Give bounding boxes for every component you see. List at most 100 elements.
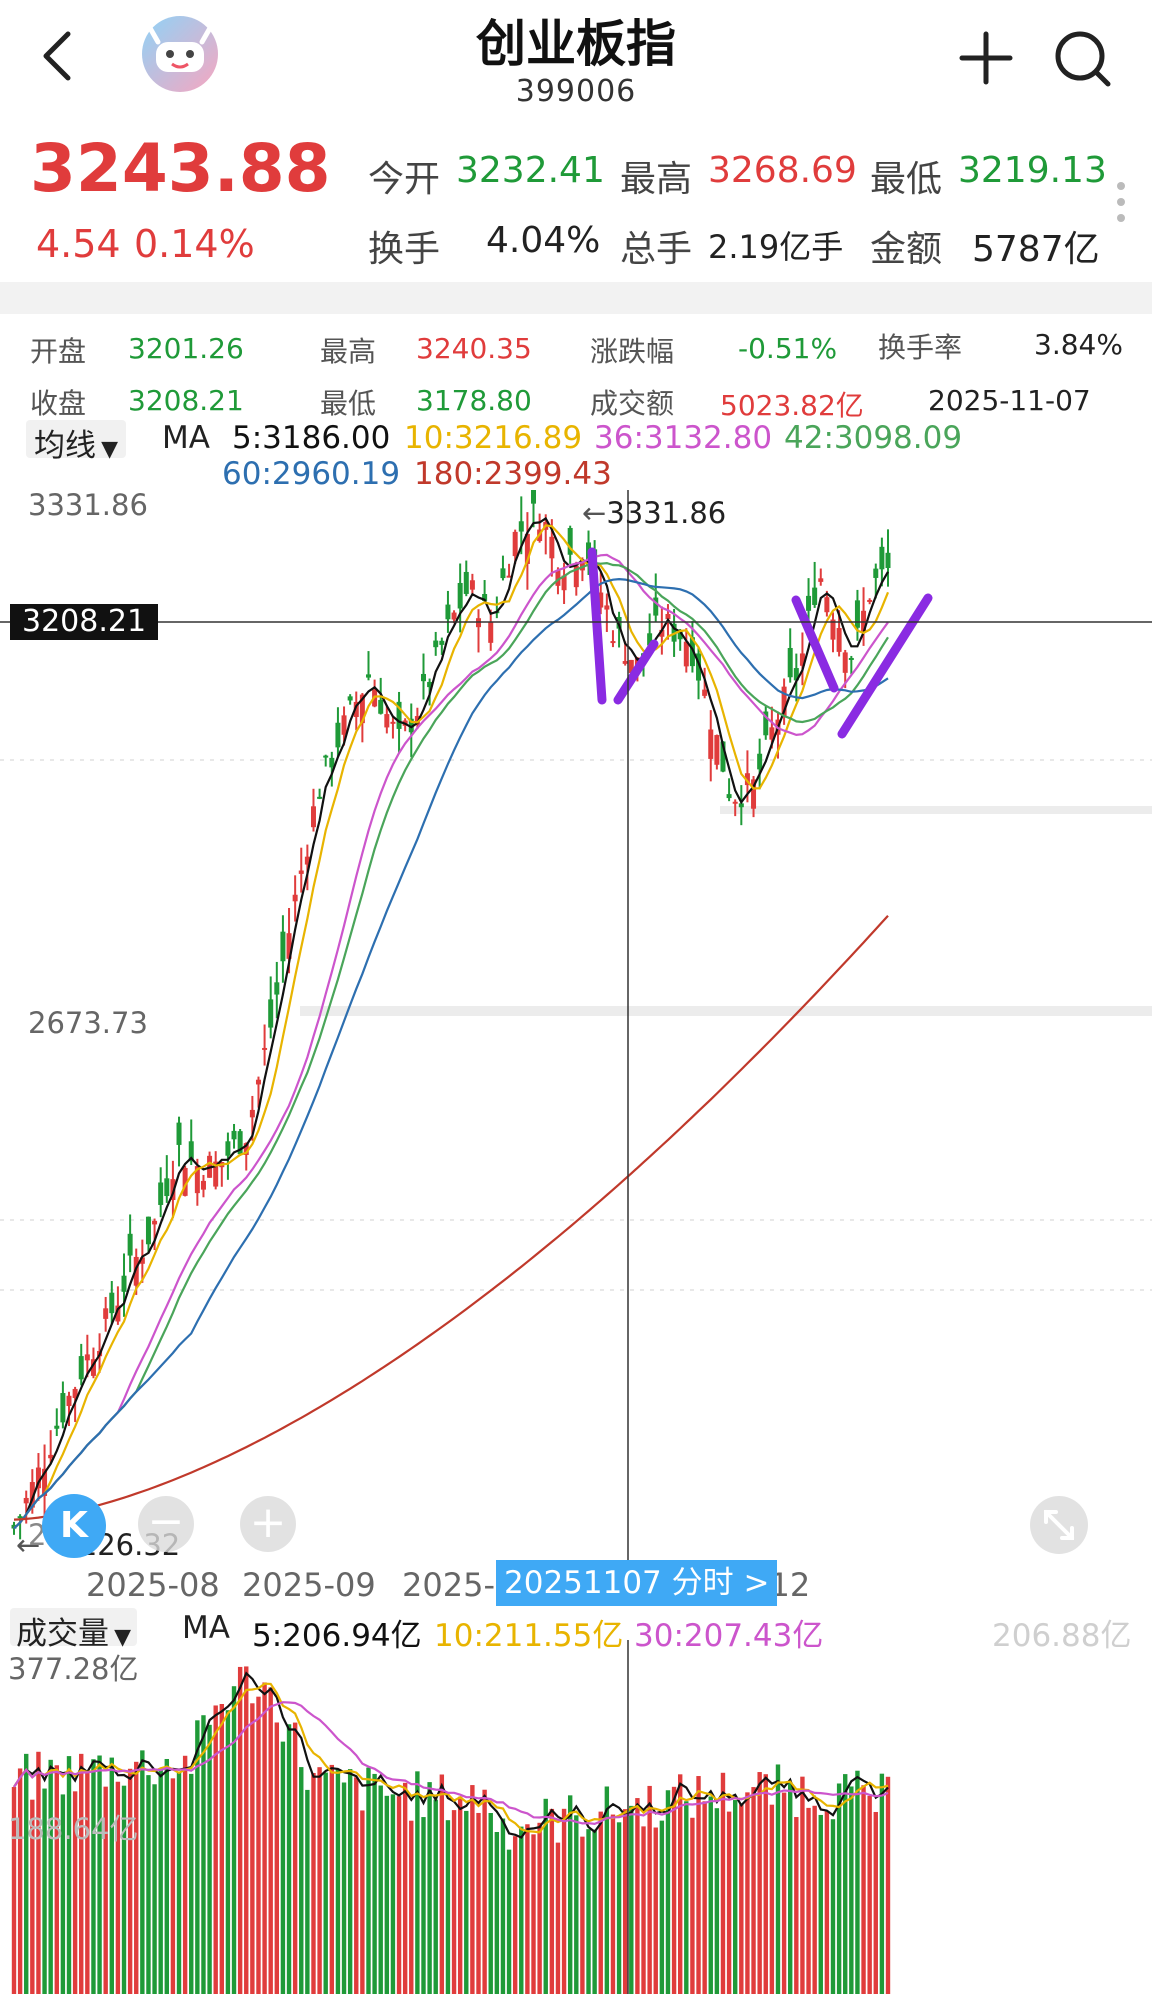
candle-body — [347, 696, 353, 701]
candle-body — [769, 727, 775, 740]
volume-bar — [250, 1703, 255, 1994]
candle-body — [830, 619, 836, 640]
volume-bar — [812, 1805, 817, 1994]
low-label: 最低 — [870, 159, 943, 200]
volume-bar — [519, 1826, 524, 1994]
volume-bar — [244, 1666, 249, 1994]
volume-bar — [280, 1741, 286, 1994]
search-icon[interactable] — [1052, 28, 1114, 88]
volume-bar — [207, 1724, 212, 1994]
candle-body — [17, 1516, 23, 1519]
vol-ma30-value: 30:207.43亿 — [634, 1618, 824, 1654]
candle-body — [60, 1393, 66, 1423]
candle-body — [787, 647, 793, 678]
zoom-out-button[interactable]: − — [138, 1496, 194, 1552]
volume-bar — [488, 1812, 493, 1994]
candle-body — [818, 578, 824, 582]
volume-bar — [561, 1808, 567, 1994]
candle-body — [506, 575, 512, 578]
ma36-value: 36:3132.80 — [594, 420, 773, 456]
volume-bar — [543, 1798, 548, 1994]
volume-bar — [347, 1769, 353, 1994]
mascot-avatar-icon[interactable] — [136, 14, 224, 94]
day-amount-value: 5023.82亿 — [720, 389, 864, 422]
candle-body — [463, 571, 469, 594]
volume-bar — [843, 1774, 848, 1994]
candlestick-chart[interactable] — [0, 490, 1152, 1570]
volume-bar — [201, 1715, 206, 1994]
volume-bar — [726, 1811, 732, 1994]
volume-bar — [451, 1810, 457, 1994]
candle-body — [518, 521, 524, 532]
volume-bar — [164, 1758, 169, 1994]
volume-bar — [555, 1842, 561, 1994]
volume-bar — [195, 1720, 200, 1994]
vol-ma30-line — [13, 1701, 889, 1826]
day-pct-label: 涨跌幅 — [590, 335, 675, 368]
candle-body — [317, 796, 323, 799]
volume-bar — [549, 1808, 555, 1994]
volume-bar — [213, 1705, 218, 1994]
volume-bar — [757, 1772, 762, 1994]
open-value: 3232.41 — [456, 150, 605, 191]
candle-body — [164, 1178, 170, 1197]
volume-bar — [531, 1834, 536, 1994]
volume-bar — [30, 1799, 35, 1994]
plus-icon[interactable] — [958, 30, 1014, 86]
volume-bar — [182, 1755, 188, 1994]
volume-bar — [861, 1785, 866, 1994]
plus-small-icon: + — [249, 1497, 287, 1548]
candle-body — [744, 773, 750, 786]
volume-bar — [781, 1792, 787, 1994]
volume-bar — [109, 1757, 114, 1994]
volume-bar — [268, 1687, 273, 1994]
candle-body — [213, 1161, 219, 1187]
candle-body — [249, 1109, 255, 1118]
volume-bar — [500, 1818, 506, 1994]
candle-body — [396, 701, 402, 729]
candle-body — [885, 552, 891, 569]
arrow-left-icon: ← — [16, 1528, 41, 1562]
more-dots-icon[interactable] — [1114, 178, 1128, 226]
candle-body — [292, 894, 298, 902]
candle-body — [365, 674, 371, 678]
day-date: 2025-11-07 — [928, 384, 1091, 417]
candle-body — [329, 757, 335, 768]
grid-band — [720, 806, 1152, 814]
fullscreen-button[interactable] — [1030, 1496, 1088, 1554]
volume-chart[interactable] — [0, 1640, 1152, 1994]
candle-body — [549, 536, 555, 559]
volume-bar — [567, 1795, 573, 1994]
volume-bar — [800, 1776, 805, 1994]
candle-body — [433, 640, 439, 648]
candle-body — [145, 1216, 151, 1245]
turnover-value: 4.04% — [486, 220, 601, 261]
candle-body — [310, 806, 316, 828]
crosshair-date-tag[interactable]: 20251107 分时 > — [496, 1560, 778, 1606]
zoom-in-button[interactable]: + — [240, 1496, 296, 1552]
volume-bar — [867, 1795, 872, 1994]
x-axis-label-oct: 2025- — [402, 1566, 495, 1604]
volume-bar — [146, 1775, 151, 1994]
volume-bar — [714, 1808, 720, 1994]
volume-bar — [641, 1826, 646, 1994]
chevron-left-icon[interactable] — [38, 30, 78, 82]
ma5-value: 5:3186.00 — [232, 420, 391, 456]
candle-body — [482, 594, 488, 601]
ma-selector[interactable]: 均线 ▼ — [26, 420, 127, 464]
volume-bar — [396, 1796, 402, 1994]
volume-bar — [85, 1770, 90, 1994]
candle-body — [23, 1497, 29, 1504]
candle-body — [842, 652, 848, 673]
ma10-line — [13, 524, 890, 1530]
candle-body — [512, 531, 518, 557]
candle-body — [237, 1131, 243, 1155]
candle-body — [763, 711, 769, 736]
candle-body — [488, 622, 494, 643]
volume-selector[interactable]: 成交量 ▼ — [10, 1608, 138, 1652]
volume-bar — [176, 1771, 182, 1994]
volume-bar — [17, 1768, 23, 1994]
trend-annotation — [791, 595, 839, 693]
kline-mode-button[interactable]: K — [42, 1494, 106, 1558]
candle-body — [573, 565, 579, 588]
